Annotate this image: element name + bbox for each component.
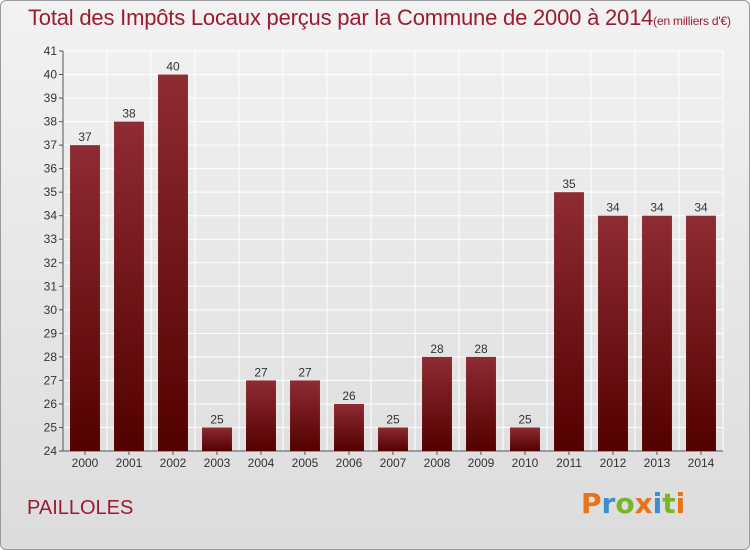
proxiti-logo: Proxiti (581, 487, 686, 520)
bar-2011 (554, 192, 584, 452)
bar-2003 (202, 427, 232, 451)
data-label-2003: 25 (210, 412, 224, 426)
data-label-2009: 28 (474, 342, 488, 356)
bar-2014 (686, 215, 716, 451)
bar-2013 (642, 215, 672, 451)
data-label-2013: 34 (650, 201, 664, 215)
bar-2010 (510, 427, 540, 451)
y-tick-label: 26 (44, 397, 58, 411)
data-label-2005: 27 (298, 365, 312, 379)
data-label-2001: 38 (122, 107, 136, 121)
bar-2004 (246, 380, 276, 451)
y-tick-label: 37 (44, 138, 58, 152)
bar-2012 (598, 215, 628, 451)
data-label-2010: 25 (518, 412, 532, 426)
data-label-2002: 40 (166, 60, 180, 74)
y-tick-label: 27 (44, 373, 58, 387)
x-tick-label-2013: 2013 (644, 456, 671, 470)
data-label-2014: 34 (694, 201, 708, 215)
x-tick-label-2006: 2006 (336, 456, 363, 470)
bar-2005 (290, 380, 320, 451)
data-label-2007: 25 (386, 412, 400, 426)
y-tick-label: 33 (44, 232, 58, 246)
y-tick-label: 24 (44, 444, 58, 458)
y-tick-label: 39 (44, 91, 58, 105)
commune-name: PAILLOLES (27, 497, 134, 519)
bar-2008 (422, 356, 452, 451)
x-tick-label-2001: 2001 (116, 456, 143, 470)
y-tick-label: 41 (44, 44, 58, 58)
bar-2000 (70, 145, 100, 451)
y-tick-label: 28 (44, 350, 58, 364)
x-tick-label-2008: 2008 (424, 456, 451, 470)
x-tick-label-2012: 2012 (600, 456, 627, 470)
x-tick-label-2002: 2002 (160, 456, 187, 470)
bar-2009 (466, 356, 496, 451)
y-tick-label: 36 (44, 162, 58, 176)
data-label-2011: 35 (562, 177, 576, 191)
y-tick-label: 40 (44, 68, 58, 82)
chart-title: Total des Impôts Locaux perçus par la Co… (28, 5, 731, 30)
data-label-2004: 27 (254, 365, 268, 379)
data-label-2006: 26 (342, 389, 356, 403)
x-tick-label-2009: 2009 (468, 456, 495, 470)
bar-2006 (334, 403, 364, 451)
x-tick-label-2014: 2014 (688, 456, 715, 470)
y-tick-label: 29 (44, 326, 58, 340)
chart-unit: (en milliers d'€) (653, 14, 731, 28)
bar-2001 (114, 121, 144, 452)
y-tick-label: 31 (44, 279, 58, 293)
x-tick-label-2003: 2003 (204, 456, 231, 470)
x-tick-label-2007: 2007 (380, 456, 407, 470)
data-label-2012: 34 (606, 201, 620, 215)
data-label-2008: 28 (430, 342, 444, 356)
y-tick-label: 32 (44, 256, 58, 270)
data-label-2000: 37 (78, 130, 92, 144)
x-tick-label-2011: 2011 (556, 456, 582, 470)
x-tick-label-2005: 2005 (292, 456, 319, 470)
y-tick-label: 34 (44, 209, 58, 223)
y-tick-label: 35 (44, 185, 58, 199)
x-tick-label-2010: 2010 (512, 456, 539, 470)
x-tick-label-2004: 2004 (248, 456, 275, 470)
x-tick-label-2000: 2000 (72, 456, 99, 470)
y-tick-label: 25 (44, 420, 58, 434)
bar-2007 (378, 427, 408, 451)
y-tick-label: 30 (44, 303, 58, 317)
bar-2002 (158, 74, 188, 451)
y-tick-label: 38 (44, 115, 58, 129)
